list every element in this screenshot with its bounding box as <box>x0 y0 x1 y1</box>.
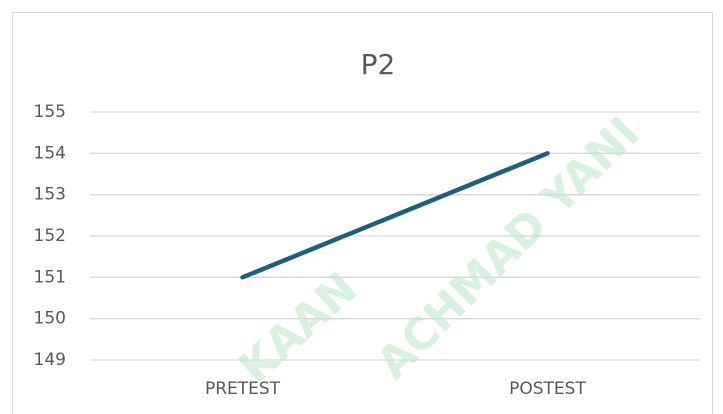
y-tick-label: 149 <box>34 350 66 370</box>
y-tick-label: 152 <box>34 226 66 246</box>
x-tick-label: PRETEST <box>205 379 281 399</box>
y-tick-label: 151 <box>34 267 66 287</box>
y-tick-label: 150 <box>34 309 66 329</box>
chart-border <box>12 12 713 414</box>
y-tick-label: 155 <box>34 102 66 122</box>
chart-title: P2 <box>361 48 396 81</box>
y-tick-label: 153 <box>34 185 66 205</box>
y-tick-label: 154 <box>34 143 66 163</box>
line <box>240 151 550 280</box>
x-tick-label: POSTEST <box>509 379 586 399</box>
